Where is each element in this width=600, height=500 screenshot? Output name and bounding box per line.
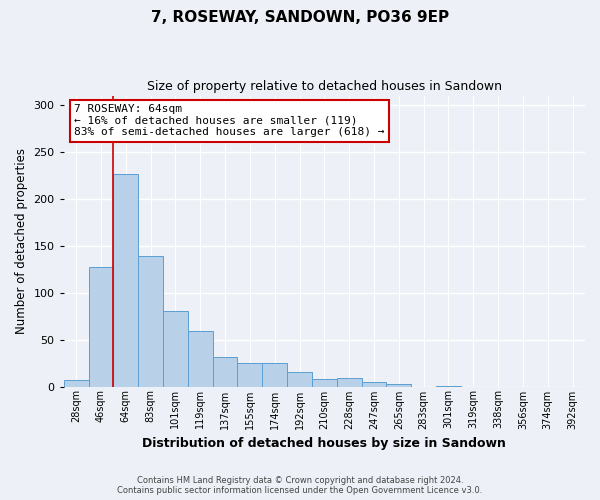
Bar xyxy=(287,372,312,386)
Bar xyxy=(89,268,113,386)
Text: 7, ROSEWAY, SANDOWN, PO36 9EP: 7, ROSEWAY, SANDOWN, PO36 9EP xyxy=(151,10,449,25)
Bar xyxy=(362,382,386,386)
Bar xyxy=(188,331,212,386)
Bar xyxy=(262,363,287,386)
Bar xyxy=(163,312,188,386)
X-axis label: Distribution of detached houses by size in Sandown: Distribution of detached houses by size … xyxy=(142,437,506,450)
Bar xyxy=(386,384,411,386)
Bar xyxy=(337,378,362,386)
Bar xyxy=(113,174,138,386)
Bar xyxy=(212,358,238,386)
Text: Contains HM Land Registry data © Crown copyright and database right 2024.
Contai: Contains HM Land Registry data © Crown c… xyxy=(118,476,482,495)
Text: 7 ROSEWAY: 64sqm
← 16% of detached houses are smaller (119)
83% of semi-detached: 7 ROSEWAY: 64sqm ← 16% of detached house… xyxy=(74,104,385,138)
Bar xyxy=(238,363,262,386)
Y-axis label: Number of detached properties: Number of detached properties xyxy=(15,148,28,334)
Bar xyxy=(312,379,337,386)
Title: Size of property relative to detached houses in Sandown: Size of property relative to detached ho… xyxy=(147,80,502,93)
Bar xyxy=(138,256,163,386)
Bar xyxy=(64,380,89,386)
